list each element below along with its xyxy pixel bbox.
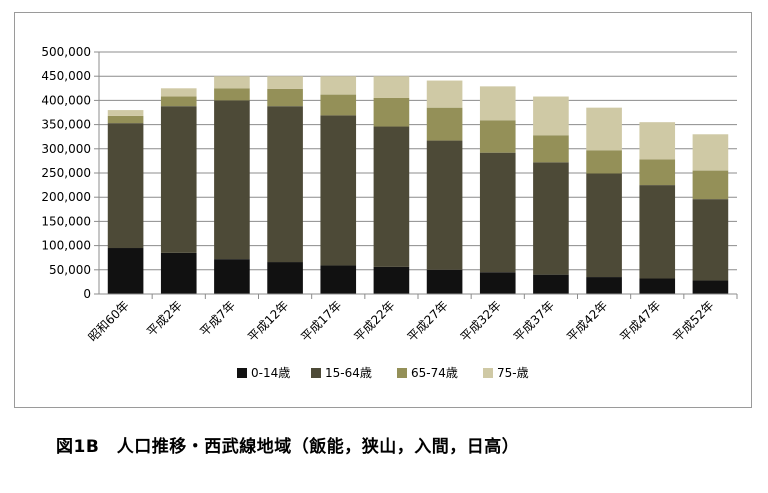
bar-segment (533, 274, 569, 294)
y-tick-label: 450,000 (41, 69, 91, 83)
legend-label: 75-歳 (497, 366, 529, 380)
bar-segment (533, 96, 569, 136)
x-tick-label: 平成42年 (564, 298, 610, 344)
x-tick-label: 平成22年 (351, 298, 397, 344)
y-tick-label: 100,000 (41, 239, 91, 253)
y-tick-label: 0 (83, 287, 91, 301)
bar-segment (373, 97, 410, 127)
bar-segment (479, 86, 516, 121)
bar-segment (533, 135, 569, 163)
bar-segment (214, 100, 250, 260)
x-tick-label: 平成7年 (197, 298, 238, 339)
y-tick-label: 250,000 (41, 166, 91, 180)
y-tick-label: 50,000 (49, 263, 91, 277)
bar-segment (692, 134, 729, 171)
legend-label: 0-14歳 (251, 366, 290, 380)
bar-segment (586, 107, 622, 151)
legend-swatch (311, 368, 321, 378)
bar-segment (160, 252, 197, 294)
y-tick-label: 350,000 (41, 118, 91, 132)
bar-segment (373, 126, 410, 267)
legend-label: 15-64歳 (325, 366, 372, 380)
bar-segment (214, 88, 250, 101)
bar-segment (426, 140, 463, 270)
bar-segment (426, 269, 463, 294)
bar-segment (479, 120, 516, 153)
y-tick-label: 200,000 (41, 190, 91, 204)
bar-segment (160, 106, 197, 253)
x-tick-label: 昭和60年 (86, 298, 132, 344)
bar-segment (107, 248, 144, 294)
x-tick-label: 平成52年 (670, 298, 716, 344)
bar-segment (160, 88, 197, 97)
bar-segment (639, 122, 676, 160)
bar-segment (692, 280, 729, 294)
x-tick-label: 平成32年 (458, 298, 504, 344)
bar-segment (426, 107, 463, 141)
x-tick-label: 平成17年 (298, 298, 344, 344)
bar-segment (107, 115, 144, 124)
x-tick-label: 平成27年 (405, 298, 451, 344)
y-tick-label: 400,000 (41, 93, 91, 107)
bar-segment (692, 199, 729, 281)
y-tick-label: 150,000 (41, 214, 91, 228)
x-tick-label: 平成37年 (511, 298, 557, 344)
bar-segment (267, 88, 303, 107)
bar-segment (426, 80, 463, 108)
y-tick-label: 300,000 (41, 142, 91, 156)
legend-swatch (483, 368, 493, 378)
x-tick-label: 平成47年 (617, 298, 663, 344)
bars (107, 76, 729, 294)
bar-segment (639, 159, 676, 186)
bar-segment (373, 266, 410, 294)
legend-swatch (397, 368, 407, 378)
bar-segment (586, 173, 622, 278)
bar-segment (214, 259, 250, 294)
bar-segment (320, 265, 357, 294)
legend-label: 65-74歳 (411, 366, 458, 380)
bar-segment (320, 115, 357, 266)
bar-segment (267, 76, 303, 89)
bar-segment (160, 96, 197, 107)
bar-segment (586, 277, 622, 294)
legend: 0-14歳 15-64歳 65-74歳 75-歳 (237, 366, 529, 380)
bar-segment (267, 106, 303, 263)
bar-segment (320, 94, 357, 116)
gridlines (99, 51, 737, 295)
bar-segment (214, 76, 250, 89)
legend-swatch (237, 368, 247, 378)
bar-segment (692, 170, 729, 200)
bar-segment (107, 110, 144, 116)
bar-segment (479, 152, 516, 273)
x-tick-label: 平成12年 (245, 298, 291, 344)
bar-segment (639, 185, 676, 279)
bar-segment (320, 76, 357, 95)
stacked-bar-chart: 0 50,000 100,000 150,000 200,000 250,000 300,0… (41, 45, 738, 380)
x-tick-label: 平成2年 (144, 298, 185, 339)
bar-segment (586, 150, 622, 174)
bar-segment (479, 272, 516, 294)
bar-segment (533, 162, 569, 275)
bar-segment (267, 262, 303, 294)
bar-segment (373, 76, 410, 98)
y-tick-label: 500,000 (41, 45, 91, 59)
bar-segment (639, 278, 676, 294)
figure-caption: 図1B 人口推移・西武線地域（飯能，狭山，入間，日高） (56, 437, 520, 457)
chart-frame: 0 50,000 100,000 150,000 200,000 250,000 300,0… (14, 12, 752, 408)
bar-segment (107, 123, 144, 249)
